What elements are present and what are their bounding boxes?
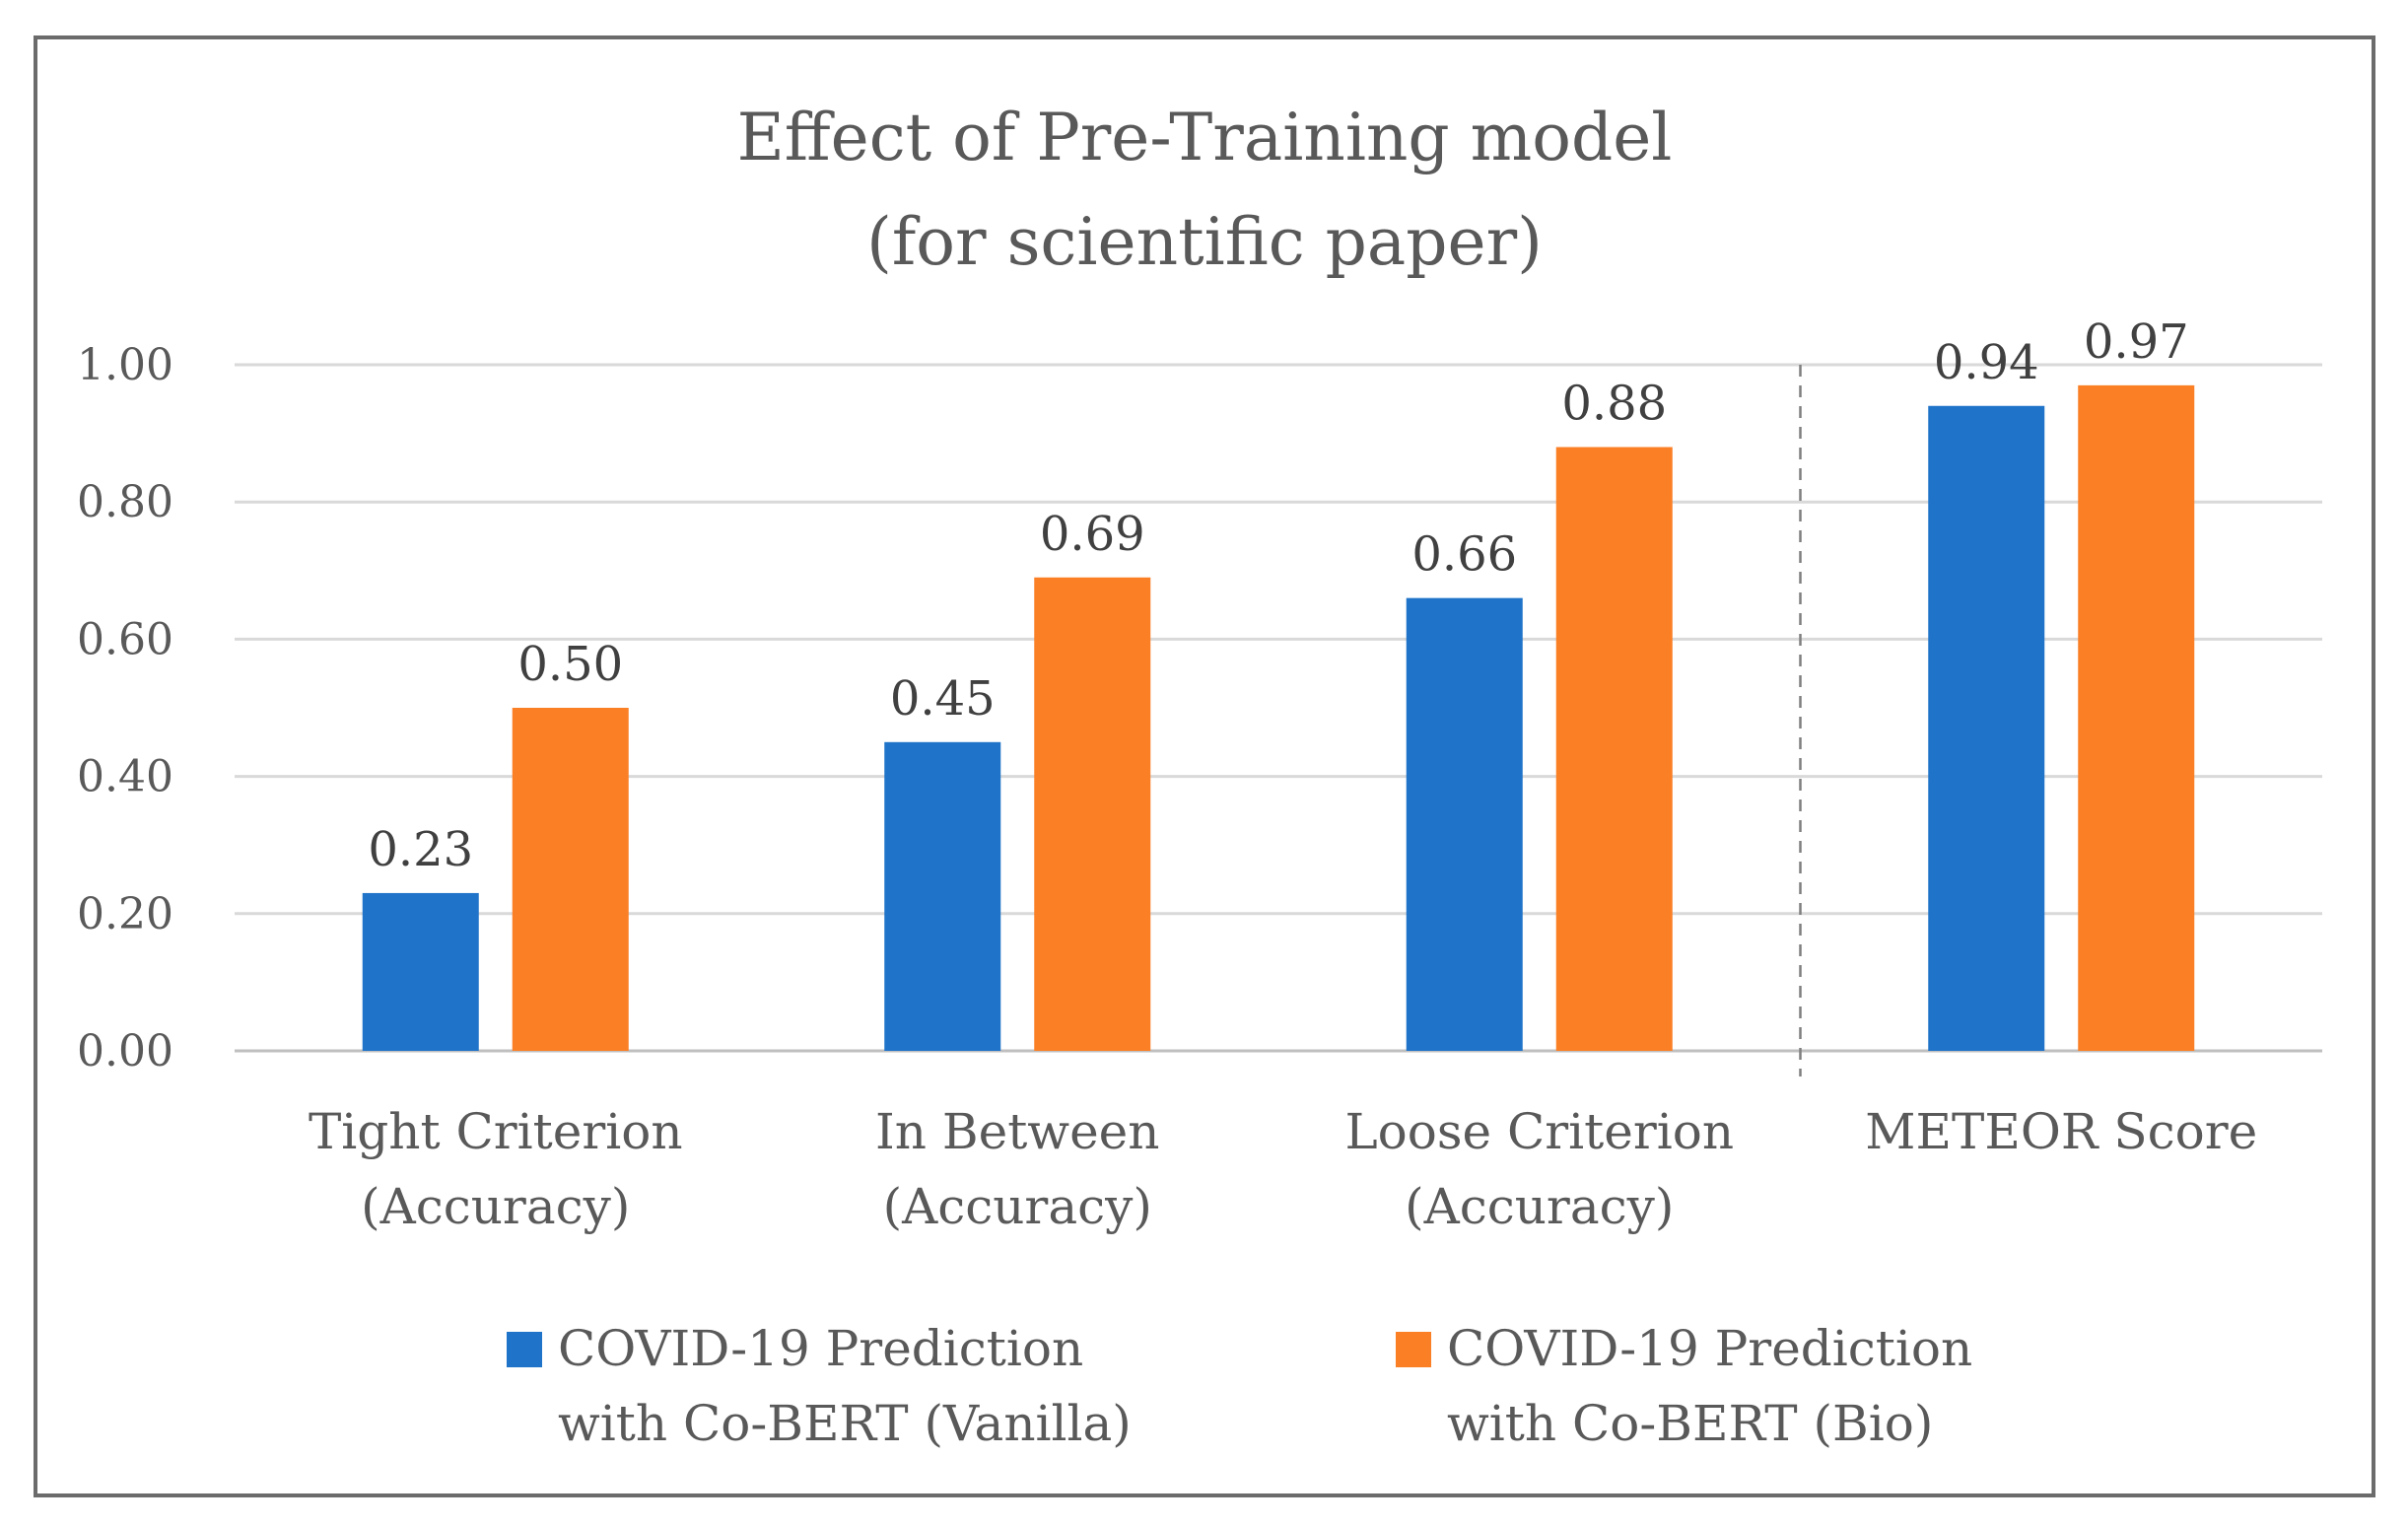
data-label: 0.23 bbox=[368, 822, 473, 877]
x-axis: Tight Criterion (Accuracy) In Between (Accu… bbox=[309, 1103, 2257, 1235]
data-label: 0.97 bbox=[2084, 314, 2189, 370]
bar bbox=[1555, 447, 1673, 1051]
x-tick-label: In Between (Accuracy) bbox=[875, 1103, 1159, 1235]
y-tick-label: 0.20 bbox=[77, 889, 173, 939]
legend-swatch bbox=[1396, 1332, 1431, 1367]
bar bbox=[1928, 405, 2045, 1051]
y-axis: 0.00 0.20 0.40 0.60 0.80 1.00 bbox=[77, 340, 173, 1076]
data-label: 0.66 bbox=[1411, 527, 1517, 583]
chart-subtitle: (for scientific paper) bbox=[866, 204, 1543, 280]
chart-frame: Effect of Pre-Training model (for scient… bbox=[34, 35, 2375, 1497]
bar bbox=[1034, 577, 1151, 1051]
data-label: 0.94 bbox=[1934, 335, 2039, 390]
bar bbox=[512, 708, 629, 1051]
bar bbox=[1406, 597, 1523, 1051]
bar-chart: Effect of Pre-Training model (for scient… bbox=[77, 100, 2322, 1452]
bars bbox=[362, 384, 2195, 1051]
chart-title-group: Effect of Pre-Training model (for scient… bbox=[737, 100, 1673, 280]
legend-item: COVID-19 Prediction with Co-BERT (Vanilla… bbox=[507, 1320, 1132, 1452]
y-tick-label: 0.60 bbox=[77, 614, 173, 664]
data-label: 0.69 bbox=[1040, 507, 1145, 562]
y-tick-label: 0.40 bbox=[77, 752, 173, 802]
data-label: 0.50 bbox=[517, 637, 623, 692]
legend-item: COVID-19 Prediction with Co-BERT (Bio) bbox=[1396, 1320, 1972, 1452]
y-tick-label: 0.80 bbox=[77, 477, 173, 527]
data-labels: 0.23 0.50 0.45 0.69 0.66 0.88 0.94 0.97 bbox=[368, 314, 2188, 877]
x-tick-label: Tight Criterion (Accuracy) bbox=[309, 1103, 683, 1235]
bar bbox=[884, 741, 1001, 1051]
legend: COVID-19 Prediction with Co-BERT (Vanilla… bbox=[507, 1320, 1972, 1452]
chart-title: Effect of Pre-Training model bbox=[737, 100, 1673, 175]
bar bbox=[2078, 384, 2195, 1051]
legend-label: COVID-19 Prediction with Co-BERT (Vanilla… bbox=[558, 1320, 1132, 1452]
data-label: 0.88 bbox=[1561, 377, 1667, 432]
bar bbox=[362, 892, 479, 1051]
y-tick-label: 1.00 bbox=[77, 340, 173, 390]
legend-swatch bbox=[507, 1332, 542, 1367]
x-tick-label: Loose Criterion (Accuracy) bbox=[1344, 1103, 1734, 1235]
x-tick-label: METEOR Score bbox=[1865, 1103, 2257, 1160]
data-label: 0.45 bbox=[890, 671, 996, 727]
y-tick-label: 0.00 bbox=[77, 1026, 173, 1076]
legend-label: COVID-19 Prediction with Co-BERT (Bio) bbox=[1447, 1320, 1972, 1452]
